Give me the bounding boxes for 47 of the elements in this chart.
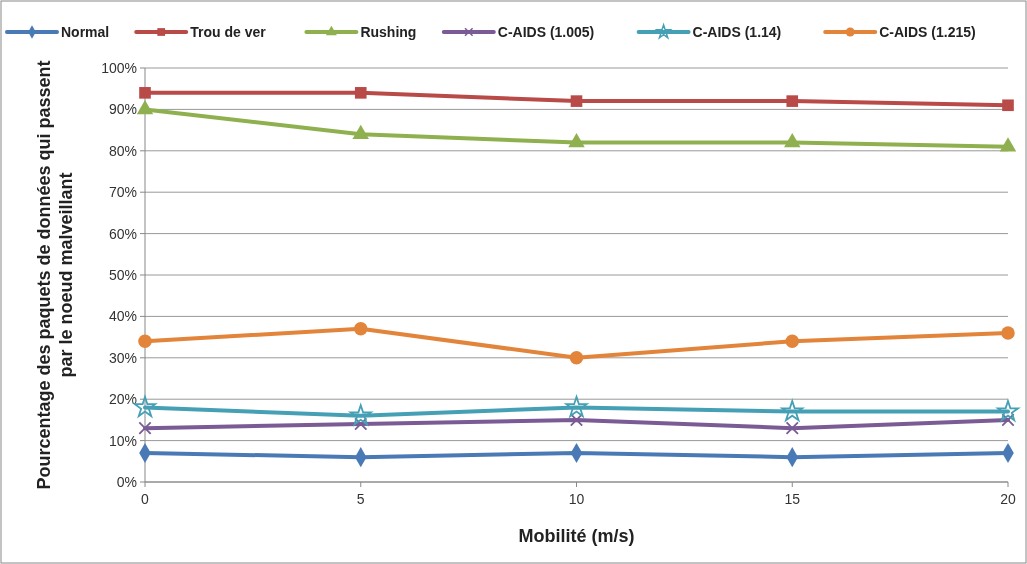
legend-label: Rushing [360,24,417,40]
point [349,404,372,426]
y-tick-label: 30% [108,349,137,366]
legend-label: Normal [61,24,110,40]
legend-label: C-AIDS (1.005) [497,24,595,40]
point [569,351,584,365]
y-tick-label: 20% [108,391,137,408]
x-tick-label: 20 [1000,491,1016,507]
y-tick-label: 80% [108,142,137,159]
point [1001,326,1015,340]
x-axis-title: Mobilité (m/s) [518,526,635,546]
point [568,133,585,148]
point [138,334,152,348]
point [353,322,368,336]
point [352,124,369,139]
point [354,87,367,99]
y-tick-label: 0% [116,474,137,490]
y-tick-label: 70% [108,184,137,201]
y-axis-title: Pourcentage des paquets de données qui passent par le noeud malveillant [34,60,76,490]
y-tick-label: 10% [108,432,137,449]
point [136,99,154,115]
point [570,95,583,107]
point [1001,413,1015,427]
y-tick-label: 50% [108,267,137,283]
y-tick-label: 60% [108,225,137,242]
point [785,421,799,435]
x-tick-label: 5 [356,491,365,507]
point [781,400,804,422]
point [354,417,368,431]
legend-label: C-AIDS (1.14) [692,24,782,40]
y-tick-label: 40% [108,308,137,325]
y-tick-label: 100% [101,60,137,76]
legend-label: C-AIDS (1.215) [879,24,976,40]
point [139,87,151,99]
point [999,137,1017,152]
point [785,334,800,348]
point [786,95,799,107]
x-tick-label: 0 [141,491,150,507]
legend-label: Trou de ver [190,24,267,40]
y-tick-label: 90% [108,101,137,118]
point [997,400,1019,422]
point [1002,99,1014,112]
x-tick-label: 15 [784,491,801,507]
point [138,421,152,435]
point [569,413,584,427]
x-tick-label: 10 [568,491,585,507]
point [784,133,801,148]
